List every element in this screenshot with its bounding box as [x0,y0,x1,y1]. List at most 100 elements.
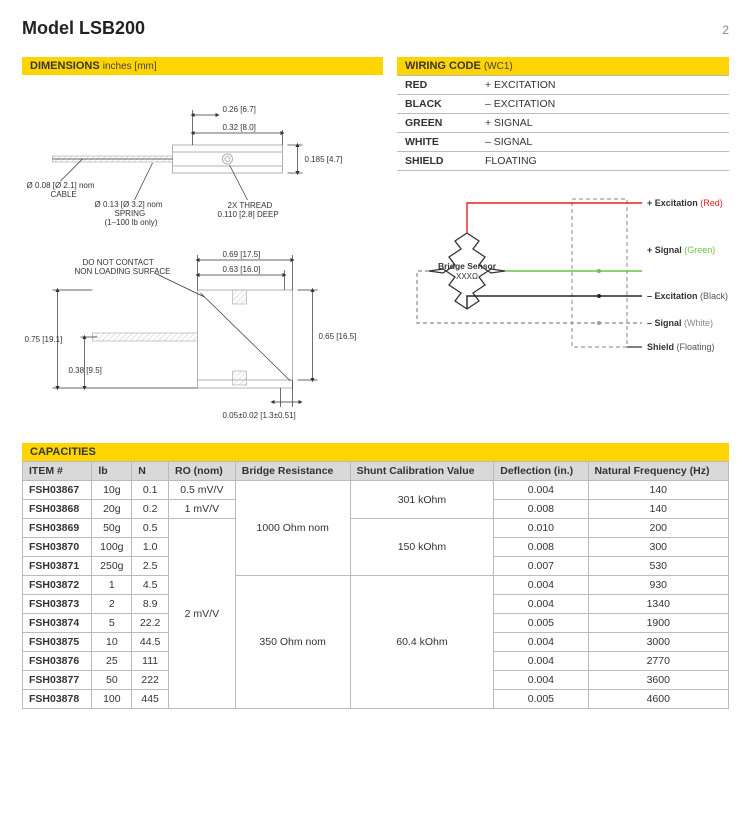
cap-cell: 250g [92,557,132,576]
wiring-color: SHIELD [397,152,477,171]
cap-cell: 0.008 [494,500,588,519]
cap-cell: FSH03872 [23,576,92,595]
svg-text:0.26 [6.7]: 0.26 [6.7] [223,105,256,114]
wiring-function: – EXCITATION [477,95,729,114]
cap-cell: 200 [588,519,728,538]
cap-cell: 22.2 [132,614,169,633]
svg-text:0.38 [9.5]: 0.38 [9.5] [69,366,102,375]
svg-text:+ Signal (Green): + Signal (Green) [647,245,715,255]
dimensions-drawing: 0.26 [6.7] 0.32 [8.0] 0.185 [4.7] Ø 0.08… [22,75,383,435]
page-title: Model LSB200 [22,18,145,39]
dimensions-units: inches [mm] [103,61,157,72]
svg-text:0.69 [17.5]: 0.69 [17.5] [223,250,261,259]
cap-cell: 0.004 [494,576,588,595]
svg-text:+ Excitation (Red): + Excitation (Red) [647,198,723,208]
cap-col-header: N [132,462,169,481]
wiring-row: RED+ EXCITATION [397,76,729,95]
cap-row: FSH0387214.5350 Ohm nom60.4 kOhm0.004930 [23,576,729,595]
wiring-color: GREEN [397,114,477,133]
cap-cell: 0.007 [494,557,588,576]
cap-cell: FSH03878 [23,690,92,709]
cap-col-header: Natural Frequency (Hz) [588,462,728,481]
cap-cell: 44.5 [132,633,169,652]
cap-cell: FSH03869 [23,519,92,538]
svg-text:Bridge Sensor: Bridge Sensor [438,261,497,271]
cap-cell: 1340 [588,595,728,614]
wiring-function: + SIGNAL [477,114,729,133]
cap-cell: FSH03871 [23,557,92,576]
svg-text:– Excitation (Black): – Excitation (Black) [647,291,728,301]
cap-cell: 1000 Ohm nom [235,481,350,576]
cap-cell: 140 [588,481,728,500]
wiring-row: GREEN+ SIGNAL [397,114,729,133]
svg-text:0.185 [4.7]: 0.185 [4.7] [305,155,343,164]
dimensions-header: DIMENSIONS inches [mm] [22,57,383,75]
cap-cell: FSH03868 [23,500,92,519]
cap-cell: 350 Ohm nom [235,576,350,709]
cap-cell: FSH03867 [23,481,92,500]
wiring-function: – SIGNAL [477,133,729,152]
cap-cell: 20g [92,500,132,519]
cap-cell: 140 [588,500,728,519]
wiring-color: BLACK [397,95,477,114]
cap-cell: FSH03877 [23,671,92,690]
cap-cell: 5 [92,614,132,633]
cap-cell: 25 [92,652,132,671]
svg-text:0.32 [8.0]: 0.32 [8.0] [223,123,256,132]
cap-cell: 50g [92,519,132,538]
dimensions-label: DIMENSIONS [30,60,100,72]
wiring-label: WIRING CODE [405,60,481,72]
capacities-table: ITEM #lbNRO (nom)Bridge ResistanceShunt … [22,461,729,709]
wiring-row: WHITE– SIGNAL [397,133,729,152]
cap-col-header: Deflection (in.) [494,462,588,481]
cap-cell: 0.2 [132,500,169,519]
cap-cell: 0.004 [494,481,588,500]
cap-cell: 100g [92,538,132,557]
cap-row: FSH0386950g0.52 mV/V150 kOhm0.010200 [23,519,729,538]
wiring-row: SHIELDFLOATING [397,152,729,171]
cap-cell: 3000 [588,633,728,652]
cap-cell: 10 [92,633,132,652]
cap-cell: 1 [92,576,132,595]
cap-cell: 0.1 [132,481,169,500]
cap-cell: 50 [92,671,132,690]
cap-cell: 0.004 [494,595,588,614]
cap-col-header: Shunt Calibration Value [350,462,494,481]
cap-col-header: RO (nom) [168,462,235,481]
svg-text:0.75 [19.1]: 0.75 [19.1] [25,335,63,344]
cap-cell: 10g [92,481,132,500]
cap-cell: 222 [132,671,169,690]
svg-text:2X THREAD0.110 [2.8] DEEP: 2X THREAD0.110 [2.8] DEEP [218,201,279,219]
cap-cell: FSH03875 [23,633,92,652]
svg-text:Ø 0.08 [Ø 2.1] nomCABLE: Ø 0.08 [Ø 2.1] nomCABLE [27,181,95,199]
page-number: 2 [722,23,729,37]
cap-cell: 2770 [588,652,728,671]
cap-col-header: ITEM # [23,462,92,481]
wiring-diagram: Bridge Sensor XXXΩ + Excitation (Red) + … [397,181,729,366]
capacities-header: CAPACITIES [22,443,729,461]
cap-cell: 0.004 [494,671,588,690]
cap-cell: 0.005 [494,690,588,709]
cap-cell: 150 kOhm [350,519,494,576]
wiring-function: + EXCITATION [477,76,729,95]
cap-cell: 3600 [588,671,728,690]
svg-text:Shield (Floating): Shield (Floating) [647,342,715,352]
svg-text:– Signal (White): – Signal (White) [647,318,713,328]
cap-cell: 111 [132,652,169,671]
cap-cell: 0.005 [494,614,588,633]
cap-col-header: lb [92,462,132,481]
cap-cell: 1.0 [132,538,169,557]
wiring-header: WIRING CODE (WC1) [397,57,729,75]
svg-text:DO NOT CONTACTNON LOADING SURF: DO NOT CONTACTNON LOADING SURFACE [75,258,171,276]
wiring-color: WHITE [397,133,477,152]
cap-cell: 930 [588,576,728,595]
cap-cell: 0.5 [132,519,169,538]
cap-cell: 445 [132,690,169,709]
cap-cell: 2 mV/V [168,519,235,709]
cap-cell: FSH03870 [23,538,92,557]
cap-cell: 1 mV/V [168,500,235,519]
cap-cell: 0.5 mV/V [168,481,235,500]
cap-cell: 0.008 [494,538,588,557]
wiring-row: BLACK– EXCITATION [397,95,729,114]
svg-text:0.63 [16.0]: 0.63 [16.0] [223,265,261,274]
